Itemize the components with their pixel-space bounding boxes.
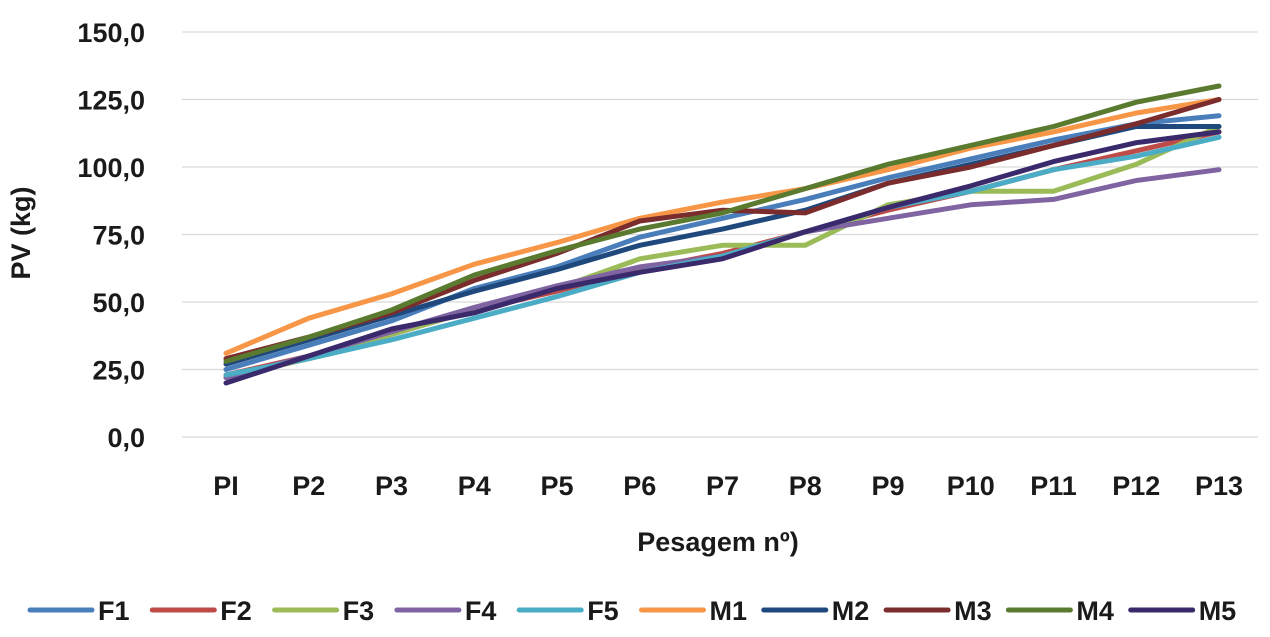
y-tick-label: 0,0 — [107, 423, 145, 453]
x-tick-label: P6 — [623, 471, 656, 501]
legend-label-m2: M2 — [832, 596, 870, 626]
x-tick-label: P13 — [1195, 471, 1243, 501]
x-tick-label: P9 — [871, 471, 904, 501]
x-tick-label: P7 — [706, 471, 739, 501]
x-tick-label: P2 — [292, 471, 325, 501]
legend-label-f2: F2 — [220, 596, 252, 626]
x-tick-label: P3 — [375, 471, 408, 501]
x-tick-label: P5 — [540, 471, 573, 501]
y-tick-label: 125,0 — [77, 86, 145, 116]
y-tick-label: 25,0 — [92, 356, 145, 386]
x-tick-label: P12 — [1112, 471, 1160, 501]
x-axis-title: Pesagem nº) — [637, 527, 798, 557]
legend: F1 F2 F3 F4 F5 M1 M2 M3 M4 M5 — [27, 596, 1237, 626]
legend-label-f4: F4 — [465, 596, 497, 626]
series-line-m5 — [223, 129, 1222, 386]
y-axis-title: PV (kg) — [6, 186, 36, 279]
legend-label-m1: M1 — [710, 596, 748, 626]
legend-label-m5: M5 — [1199, 596, 1237, 626]
x-tick-label: PI — [213, 471, 239, 501]
legend-label-m4: M4 — [1076, 596, 1114, 626]
y-tick-label: 50,0 — [92, 288, 145, 318]
x-tick-label: P11 — [1030, 471, 1077, 501]
series-line-m1 — [223, 97, 1222, 356]
grid-lines — [182, 31, 1258, 438]
x-tick-label: P10 — [947, 471, 995, 501]
y-tick-label: 150,0 — [77, 18, 145, 48]
y-tick-label: 100,0 — [77, 153, 145, 183]
legend-label-m3: M3 — [954, 596, 992, 626]
series-line-m4 — [223, 83, 1222, 364]
legend-label-f1: F1 — [98, 596, 130, 626]
x-tick-label: P8 — [789, 471, 822, 501]
x-tick-label: P4 — [458, 471, 491, 501]
series-line-f5 — [223, 134, 1222, 378]
series-line-m3 — [223, 97, 1222, 362]
x-axis-ticks: PI P2 P3 P4 P5 P6 P7 P8 P9 P10 P11 P12 P13 — [213, 471, 1243, 501]
series-lines — [223, 83, 1222, 386]
y-tick-label: 75,0 — [92, 221, 145, 251]
series-line-f1 — [223, 113, 1222, 372]
y-axis-ticks: 0,0 25,0 50,0 75,0 100,0 125,0 150,0 — [77, 18, 145, 453]
series-line-f3 — [223, 124, 1222, 381]
legend-label-f5: F5 — [587, 596, 619, 626]
legend-label-f3: F3 — [343, 596, 375, 626]
